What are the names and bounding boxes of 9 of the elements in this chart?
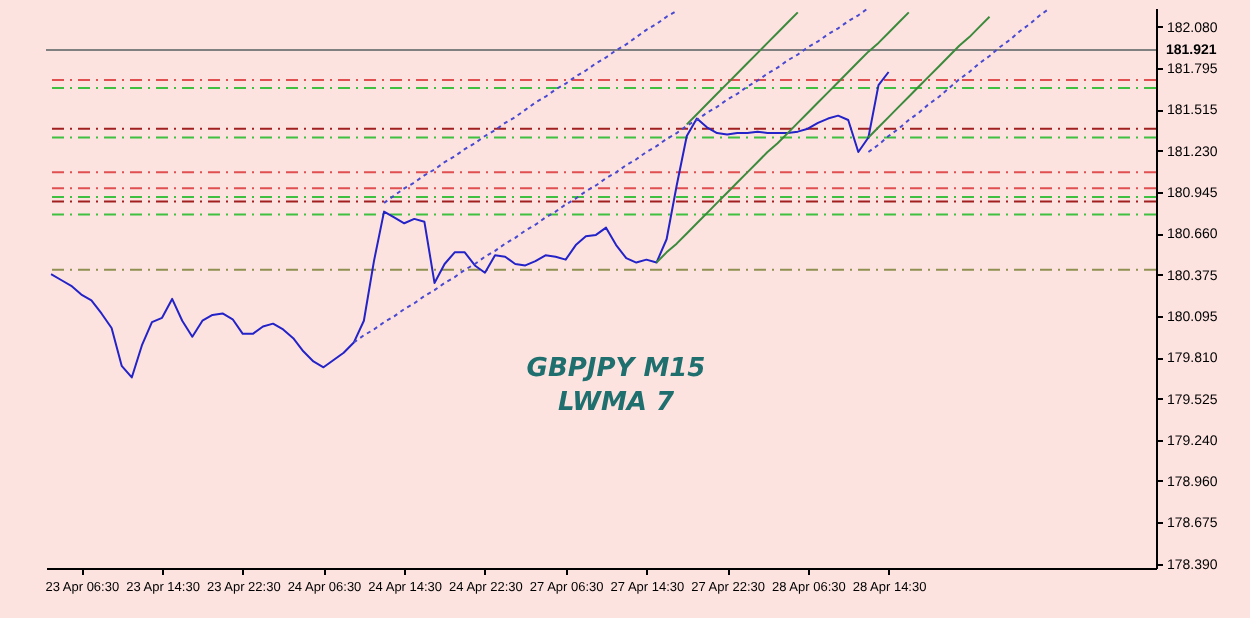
line-series — [50, 71, 890, 379]
line-series — [383, 9, 678, 204]
line-series — [867, 8, 1052, 153]
annotation: GBPJPY M15 — [526, 354, 706, 384]
line-series — [685, 11, 799, 126]
line-series — [655, 11, 910, 264]
line-series — [352, 8, 870, 344]
annotation: LWMA 7 — [557, 388, 676, 418]
line-series — [867, 15, 991, 139]
